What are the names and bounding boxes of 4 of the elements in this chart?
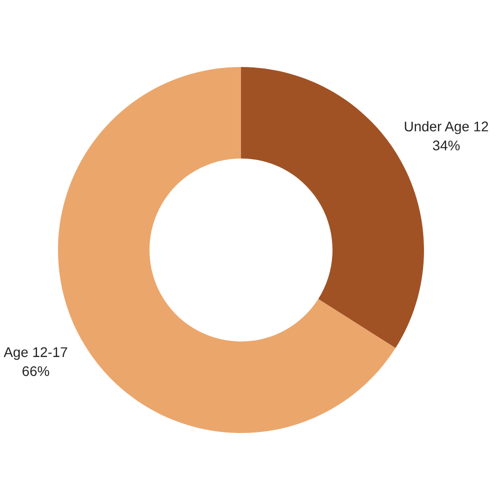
slice-label: Age 12-17 <box>4 347 68 360</box>
data-label: 66% <box>22 366 50 376</box>
data-label: 34% <box>432 140 460 150</box>
slice-label: Under Age 12 <box>404 121 488 134</box>
